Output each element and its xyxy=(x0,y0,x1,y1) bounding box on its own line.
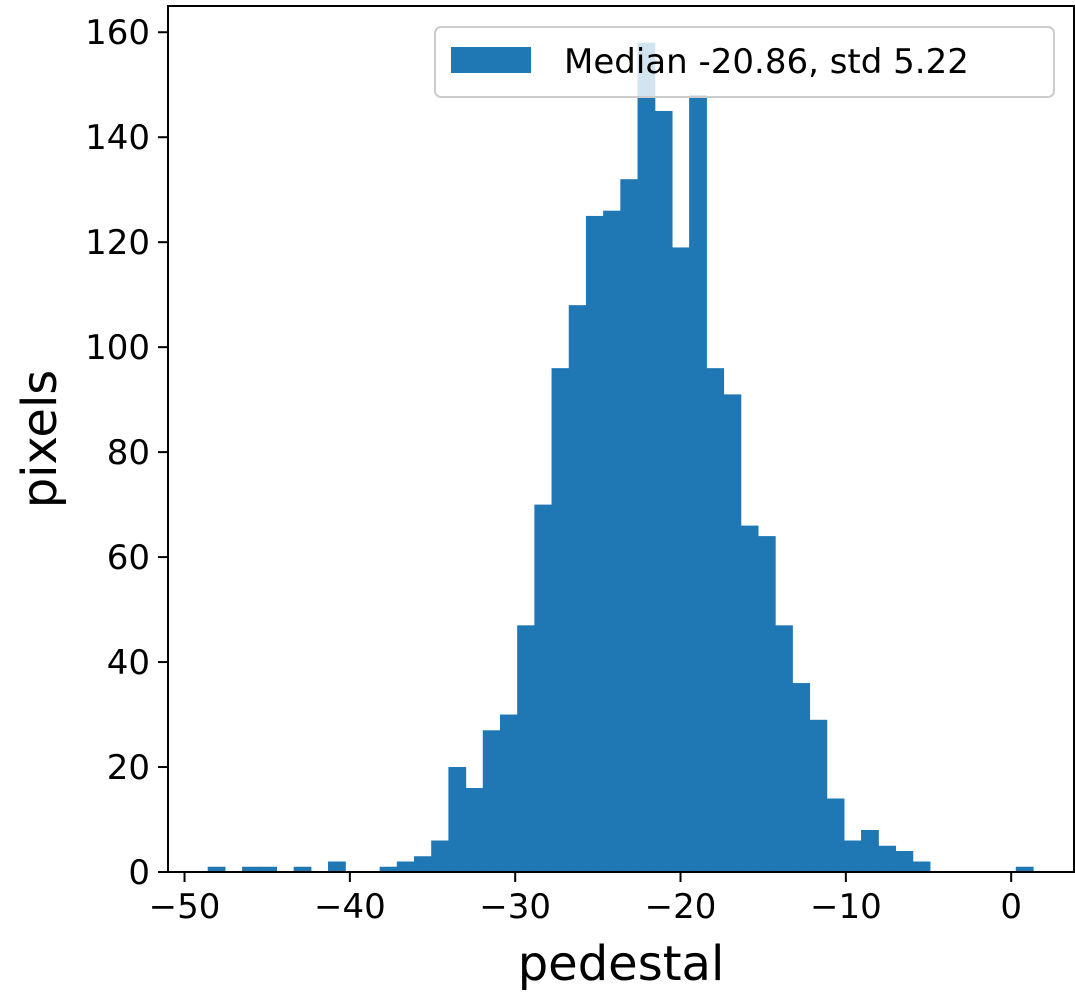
histogram-bar xyxy=(482,730,501,872)
histogram-bar xyxy=(465,788,484,872)
histogram-bar xyxy=(775,625,793,872)
histogram-bar xyxy=(431,840,449,872)
y-tick-label: 40 xyxy=(107,643,150,683)
histogram-bar xyxy=(242,866,260,872)
histogram-bar xyxy=(861,830,879,872)
histogram-bar xyxy=(534,504,553,872)
y-tick-label: 160 xyxy=(85,13,150,53)
histogram-bar xyxy=(895,851,914,872)
histogram-bar xyxy=(603,210,621,872)
legend-swatch xyxy=(451,47,531,73)
legend: Median -20.86, std 5.22 xyxy=(434,26,1055,98)
histogram-bar xyxy=(689,95,707,873)
x-tick-label: −20 xyxy=(645,887,717,927)
y-axis: 0 20 40 60 80 100 120 140 160 xyxy=(85,13,168,893)
y-tick-label: 140 xyxy=(85,118,150,158)
histogram-bar xyxy=(259,866,278,872)
histogram-bar xyxy=(207,866,226,872)
x-tick-label: −10 xyxy=(810,887,882,927)
histogram-bar xyxy=(878,845,897,872)
histogram-bar xyxy=(379,866,398,872)
histogram-bar xyxy=(757,536,776,872)
histogram-bar xyxy=(671,247,690,872)
histogram-bar xyxy=(809,719,828,872)
x-tick-label: −40 xyxy=(314,887,386,927)
histogram-bars xyxy=(207,42,1034,873)
histogram-bar xyxy=(499,714,518,872)
plot-frame xyxy=(167,5,1075,873)
histogram-bar xyxy=(706,368,725,872)
x-tick-label: 0 xyxy=(1000,887,1022,927)
histogram-bar xyxy=(568,305,587,872)
histogram-bar xyxy=(620,179,639,872)
histogram-bar xyxy=(740,525,759,872)
histogram-bar xyxy=(585,215,604,872)
y-tick-label: 80 xyxy=(107,433,150,473)
x-axis-label: pedestal xyxy=(518,936,725,992)
histogram-bar xyxy=(792,683,811,872)
histogram-bar xyxy=(517,625,535,872)
histogram-bar xyxy=(448,767,467,872)
histogram-bar xyxy=(396,861,415,872)
y-tick-label: 60 xyxy=(107,538,150,578)
x-axis: −50 −40 −30 −20 −10 0 xyxy=(149,872,1022,927)
histogram-bar xyxy=(843,840,862,872)
legend-label: Median -20.86, std 5.22 xyxy=(564,42,969,82)
histogram-bar xyxy=(328,861,346,872)
histogram-bar xyxy=(293,866,312,872)
y-tick-label: 120 xyxy=(85,223,150,263)
y-tick-label: 0 xyxy=(128,853,150,893)
histogram-bar xyxy=(912,861,931,872)
histogram-bar xyxy=(654,110,673,873)
histogram-bar xyxy=(637,42,656,873)
histogram-bar xyxy=(723,394,742,872)
histogram-bar xyxy=(1015,866,1034,872)
histogram-bar xyxy=(551,368,570,872)
histogram-bar xyxy=(414,856,432,872)
histogram-bar xyxy=(826,798,845,872)
y-axis-label: pixels xyxy=(12,370,68,509)
y-tick-label: 20 xyxy=(107,748,150,788)
y-tick-label: 100 xyxy=(85,328,150,368)
x-tick-label: −30 xyxy=(479,887,551,927)
legend-box xyxy=(434,26,1055,98)
x-tick-label: −50 xyxy=(149,887,221,927)
